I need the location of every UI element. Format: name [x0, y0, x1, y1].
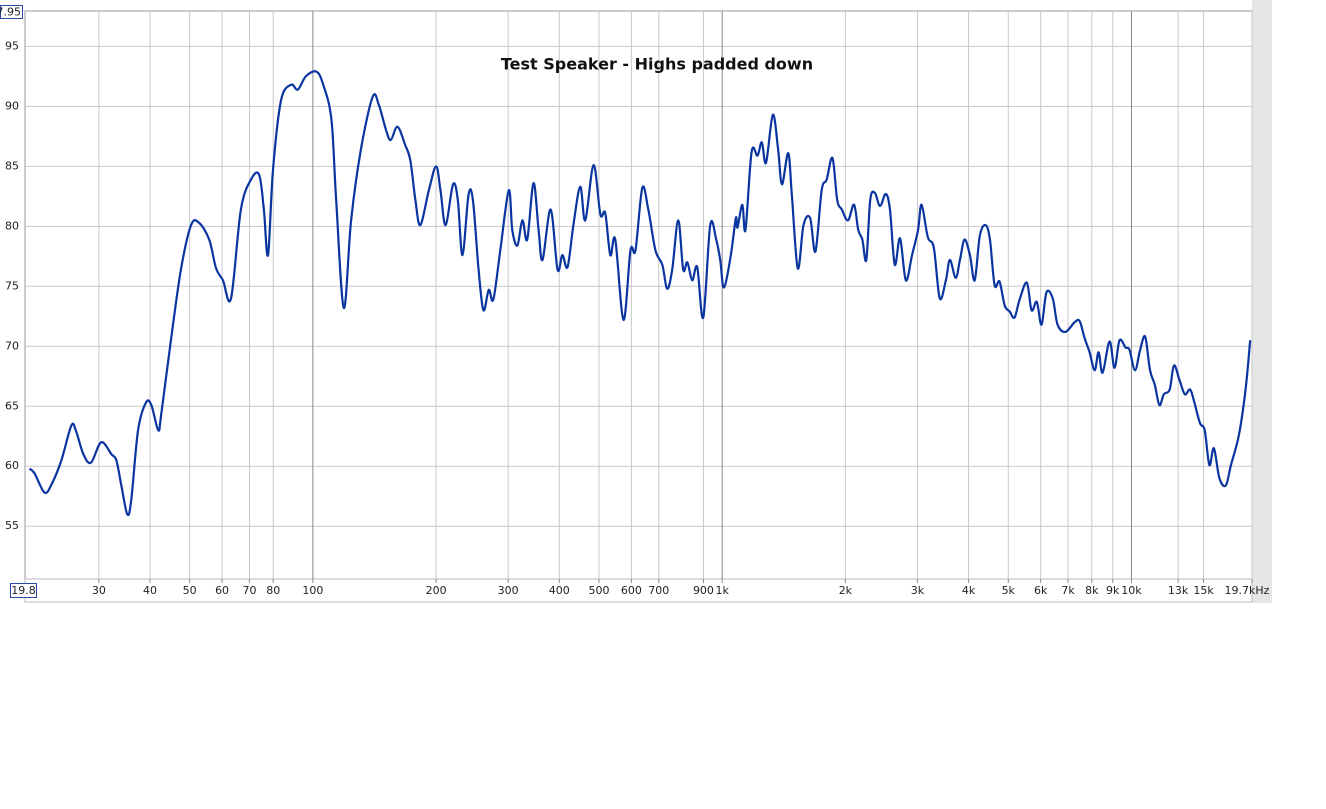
x-tick-label: 3k: [911, 584, 925, 597]
y-max-frame: [0, 5, 23, 19]
side-strip: [1252, 0, 1272, 603]
y-tick-label: 75: [5, 279, 19, 292]
y-tick-label: 95: [5, 39, 19, 52]
y-tick-label: 90: [5, 99, 19, 112]
x-tick-label: 200: [426, 584, 447, 597]
y-tick-label: 60: [5, 459, 19, 472]
x-tick-label: 500: [588, 584, 609, 597]
x-tick-label: 6k: [1034, 584, 1048, 597]
x-tick-label: 15k: [1193, 584, 1214, 597]
y-tick-label: 65: [5, 399, 19, 412]
y-max-box: 97.95: [0, 5, 23, 19]
x-tick-label: 9k: [1106, 584, 1120, 597]
chart-title: Test Speaker - Highs padded down: [501, 55, 813, 74]
x-tick-label: 900: [693, 584, 714, 597]
x-tick-label: 5k: [1002, 584, 1016, 597]
x-tick-label: 60: [215, 584, 229, 597]
x-min-frame: [10, 583, 37, 598]
y-tick-label: 85: [5, 159, 19, 172]
x-tick-label: 300: [498, 584, 519, 597]
x-tick-label: 400: [549, 584, 570, 597]
x-tick-label: 80: [266, 584, 280, 597]
x-tick-label: 19.7kHz: [1225, 584, 1270, 597]
x-tick-label: 4k: [962, 584, 976, 597]
x-tick-label: 700: [648, 584, 669, 597]
y-tick-label: 55: [5, 519, 19, 532]
x-tick-label: 7k: [1061, 584, 1075, 597]
x-tick-label: 600: [621, 584, 642, 597]
x-tick-label: 100: [302, 584, 323, 597]
response-line: [28, 70, 1252, 517]
x-tick-label: 8k: [1085, 584, 1099, 597]
y-tick-label: 80: [5, 219, 19, 232]
x-tick-label: 70: [242, 584, 256, 597]
x-tick-label: 1k: [715, 584, 729, 597]
x-tick-label: 30: [92, 584, 106, 597]
x-tick-label: 40: [143, 584, 157, 597]
y-tick-label: 70: [5, 339, 19, 352]
y-max-label: 97.95: [0, 6, 21, 19]
x-min-label: 19.8: [11, 584, 36, 597]
x-tick-label: 13k: [1168, 584, 1189, 597]
x-tick-label: 50: [183, 584, 197, 597]
x-tick-label: 10k: [1121, 584, 1142, 597]
plot-area: [24, 10, 1253, 580]
x-tick-label: 2k: [839, 584, 853, 597]
